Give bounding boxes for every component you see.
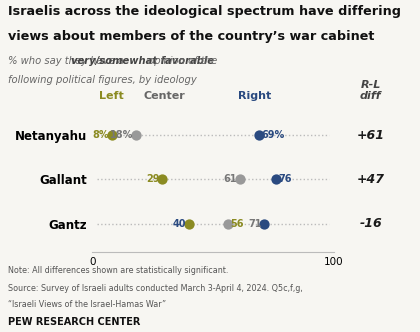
Text: 29: 29 [147,174,160,184]
Point [159,177,166,182]
Text: Right: Right [238,91,271,101]
Text: % who say they have a: % who say they have a [8,56,127,66]
Text: following political figures, by ideology: following political figures, by ideology [8,75,197,85]
Text: -16: -16 [359,217,382,230]
Text: very/somewhat favorable: very/somewhat favorable [71,56,213,66]
Text: Left: Left [100,91,124,101]
Text: 8%: 8% [93,130,109,140]
Text: 69%: 69% [261,130,285,140]
Text: R-L
diff: R-L diff [360,80,381,101]
Point [108,132,115,138]
Text: 40: 40 [173,218,186,228]
Text: views about members of the country’s war cabinet: views about members of the country’s war… [8,30,375,43]
Text: 56: 56 [230,218,244,228]
Text: 61: 61 [224,174,237,184]
Text: Note: All differences shown are statistically significant.: Note: All differences shown are statisti… [8,266,229,275]
Point [236,177,243,182]
Text: 71: 71 [248,218,261,228]
Text: opinion of the: opinion of the [145,56,218,66]
Point [133,132,139,138]
Point [224,221,231,226]
Text: PEW RESEARCH CENTER: PEW RESEARCH CENTER [8,317,141,327]
Text: Center: Center [144,91,186,101]
Text: +47: +47 [357,173,385,186]
Text: Source: Survey of Israeli adults conducted March 3-April 4, 2024. Q5c,f,g,: Source: Survey of Israeli adults conduct… [8,284,303,293]
Point [186,221,192,226]
Text: 18%: 18% [110,130,134,140]
Text: Israelis across the ideological spectrum have differing: Israelis across the ideological spectrum… [8,5,402,18]
Text: 76: 76 [278,174,292,184]
Text: “Israeli Views of the Israel-Hamas War”: “Israeli Views of the Israel-Hamas War” [8,300,166,309]
Point [273,177,279,182]
Point [256,132,262,138]
Point [260,221,267,226]
Text: +61: +61 [357,128,385,141]
